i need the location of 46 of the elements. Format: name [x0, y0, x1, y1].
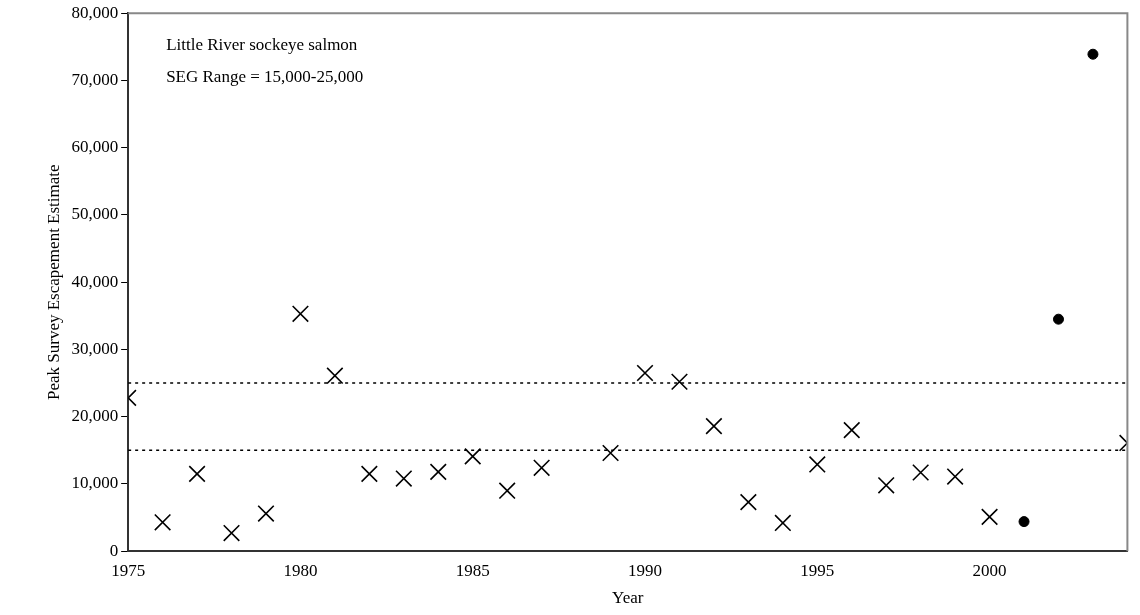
- y-tick-label: 20,000: [71, 406, 119, 426]
- point: [670, 373, 689, 391]
- point: [222, 524, 241, 542]
- point: [1018, 516, 1030, 528]
- point: [601, 444, 620, 462]
- y-tick-label: 50,000: [71, 204, 119, 224]
- point: [188, 465, 206, 483]
- x-tick-label: 1995: [800, 560, 835, 580]
- y-tick-label: 10,000: [71, 473, 119, 493]
- point: [705, 417, 723, 435]
- point: [739, 493, 757, 511]
- point: [429, 463, 447, 481]
- point: [498, 482, 516, 500]
- x-tick-label: 1975: [111, 560, 146, 580]
- y-tick-label: 60,000: [71, 137, 119, 157]
- point: [257, 504, 275, 523]
- x-tick-label: 1990: [628, 560, 662, 580]
- point: [154, 513, 172, 531]
- point: [395, 469, 413, 488]
- point: [912, 463, 930, 482]
- point: [1087, 48, 1099, 60]
- y-tick-label: 30,000: [71, 338, 119, 358]
- point: [291, 305, 310, 323]
- x-tick-label: 1980: [283, 560, 318, 580]
- x-tick-label: 2000: [972, 560, 1007, 580]
- y-tick-label: 70,000: [71, 69, 119, 89]
- point: [1052, 313, 1064, 325]
- point: [774, 514, 792, 532]
- point: [808, 455, 826, 474]
- point: [980, 508, 999, 526]
- point: [533, 459, 551, 477]
- point: [843, 421, 861, 439]
- y-tick-label: 40,000: [71, 271, 119, 291]
- annotation: Little River sockeye salmon: [166, 34, 358, 54]
- x-axis-title: Year: [612, 588, 644, 608]
- annotation: SEG Range = 15,000-25,000: [166, 66, 364, 86]
- y-tick-label: 0: [109, 540, 119, 560]
- x-tick-label: 1985: [455, 560, 490, 580]
- point: [946, 467, 964, 486]
- point: [464, 447, 482, 465]
- y-tick-label: 80,000: [71, 2, 119, 22]
- point: [877, 476, 895, 494]
- point: [326, 367, 344, 385]
- point: [636, 364, 654, 382]
- point: [360, 465, 378, 483]
- y-axis-title: Peak Survey Escapement Estimate: [43, 164, 63, 400]
